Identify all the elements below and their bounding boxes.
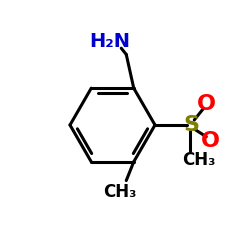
Text: CH₃: CH₃ <box>182 151 216 169</box>
Text: O: O <box>200 131 220 151</box>
Text: H₂N: H₂N <box>90 32 130 52</box>
Text: O: O <box>197 94 216 114</box>
Text: S: S <box>183 115 199 135</box>
Text: CH₃: CH₃ <box>103 183 137 201</box>
